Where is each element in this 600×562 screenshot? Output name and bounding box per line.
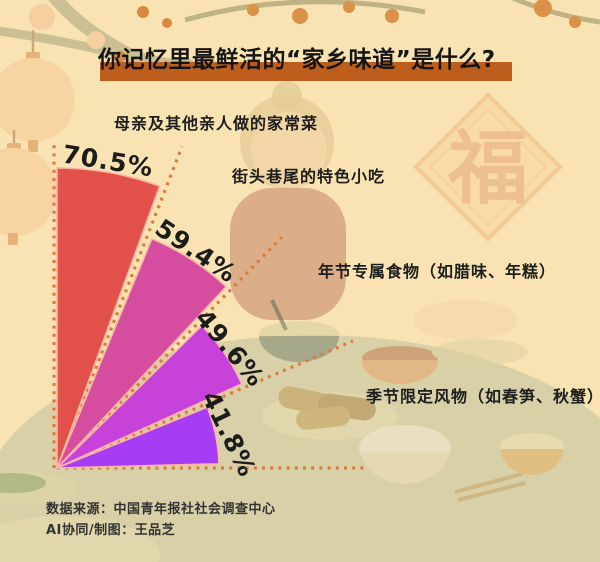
title-underline-bar — [100, 62, 512, 81]
category-label-seasonal-foods: 季节限定风物（如春笋、秋蟹） — [366, 387, 600, 406]
small-bowl-icon — [500, 433, 564, 475]
category-label-home-cooking: 母亲及其他亲人做的家常菜 — [114, 114, 319, 133]
lantern-icon — [0, 130, 57, 245]
fu-diamond: 福 — [413, 92, 563, 242]
plate-icon — [0, 516, 160, 562]
category-label-festival-foods: 年节专属食物（如腊味、年糕） — [318, 262, 557, 281]
soup-bowl-icon — [259, 299, 339, 362]
page-title: 你记忆里最鲜活的“家乡味道”是什么? — [98, 47, 496, 73]
plate-icon — [432, 339, 528, 365]
dotted-guides — [52, 140, 365, 470]
category-label-street-snacks: 街头巷尾的特色小吃 — [232, 167, 386, 186]
greens-plate-icon — [0, 472, 76, 504]
chart-sector-3 — [56, 406, 220, 469]
chart-sector-1 — [56, 237, 228, 469]
cook-figure — [230, 81, 346, 320]
lantern-icon — [0, 30, 75, 152]
chart-sector-0 — [56, 167, 161, 469]
footer: 数据来源：中国青年报社社会调查中心 AI协同/制图：王品芝 — [46, 499, 276, 541]
credit-text: AI协同/制图：王品芝 — [46, 523, 176, 538]
fu-character: 福 — [447, 122, 528, 215]
title-banner: 你记忆里最鲜活的“家乡味道”是什么? — [98, 40, 512, 81]
guide-line — [55, 145, 184, 469]
chart-sector-2 — [56, 324, 243, 469]
data-source-text: 数据来源：中国青年报社社会调查中心 — [46, 502, 276, 517]
sleeve-icon — [413, 300, 517, 340]
chopsticks-icon — [454, 472, 526, 502]
spring-roll-plate-icon — [262, 386, 398, 440]
rice-bowl-icon — [359, 425, 451, 484]
berry-branch-icon — [184, 0, 600, 28]
bowl-icon — [362, 346, 438, 384]
chart-sectors — [56, 167, 243, 469]
